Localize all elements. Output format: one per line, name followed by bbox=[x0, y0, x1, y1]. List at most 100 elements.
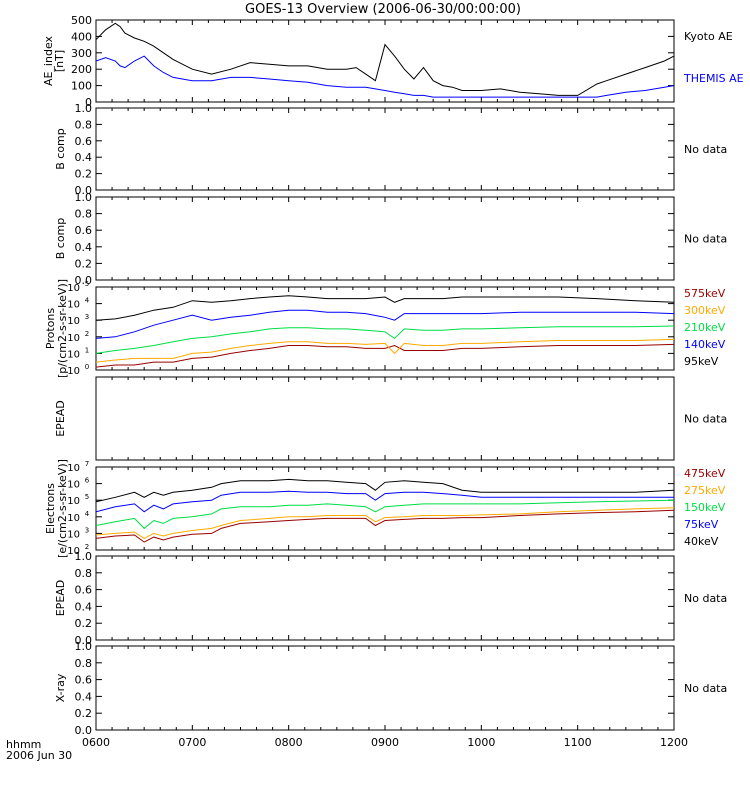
y-tick-exponent: 4 bbox=[85, 297, 90, 305]
series-line-475kev bbox=[96, 509, 674, 543]
y-tick-label: 0.4 bbox=[75, 241, 93, 254]
legend-entry: 40keV bbox=[684, 535, 719, 548]
no-data-label: No data bbox=[684, 233, 727, 246]
panel-bcomp1: 0.0 0.2 0.4 0.6 0.8 1.0 B comp No data bbox=[54, 102, 727, 197]
x-corner-label-hhmm: hhmm bbox=[6, 738, 41, 751]
panel-bcomp2: 0.0 0.2 0.4 0.6 0.8 1.0 B comp No data bbox=[54, 191, 727, 287]
y-axis-label: X-ray bbox=[54, 673, 67, 702]
x-tick-label: 0700 bbox=[178, 736, 206, 749]
y-axis-label: EPEAD bbox=[54, 400, 67, 437]
y-tick-label: 300 bbox=[71, 47, 92, 60]
y-axis-label-units: [e/(cm2-s-sr-keV)] bbox=[56, 459, 69, 558]
y-tick-label: 0.4 bbox=[75, 690, 93, 703]
series-line-300kev bbox=[96, 338, 674, 363]
panel-frame bbox=[95, 376, 675, 461]
series-line-210kev bbox=[96, 325, 674, 354]
legend-entry: 150keV bbox=[684, 501, 726, 514]
y-tick-label: 0.6 bbox=[75, 224, 93, 237]
legend-entry: 275keV bbox=[684, 484, 726, 497]
y-tick-label: 10 bbox=[67, 316, 80, 327]
legend-entry: 75keV bbox=[684, 518, 719, 531]
y-tick-label: 1.0 bbox=[75, 102, 93, 115]
x-tick-label: 1200 bbox=[660, 736, 688, 749]
y-tick-exponent: 5 bbox=[85, 493, 89, 501]
series-line-40kev bbox=[96, 478, 674, 503]
y-tick-label: 0.2 bbox=[75, 707, 93, 720]
y-tick-label: 200 bbox=[71, 63, 92, 76]
y-tick-label: 10 bbox=[67, 366, 80, 377]
y-tick-label: 0.8 bbox=[75, 657, 93, 670]
y-tick-label: 0.2 bbox=[75, 168, 93, 181]
y-tick-label: 10 bbox=[67, 496, 80, 507]
y-tick-label: 0.0 bbox=[75, 634, 93, 647]
figure-title: GOES-13 Overview (2006-06-30/00:00:00) bbox=[245, 2, 521, 17]
series-line-themis-ae bbox=[96, 55, 674, 98]
y-tick-label: 10 bbox=[67, 513, 80, 524]
series-line-275kev bbox=[96, 507, 674, 539]
panel-frame bbox=[95, 466, 675, 551]
y-axis-label-units: [nT] bbox=[53, 50, 66, 72]
panel-xray: 0.0 0.2 0.4 0.6 0.8 1.0 X-ray No data bbox=[54, 640, 727, 737]
legend-entry: Kyoto AE bbox=[684, 30, 733, 43]
y-tick-exponent: 4 bbox=[85, 510, 90, 518]
legend-entry: 140keV bbox=[684, 338, 726, 351]
y-tick-exponent: 3 bbox=[85, 526, 89, 534]
y-tick-exponent: 1 bbox=[85, 346, 89, 354]
series-line-95kev bbox=[96, 295, 674, 321]
x-axis: 0600 0700 0800 0900 1000 1100 1200 bbox=[82, 736, 688, 749]
series-line-140kev bbox=[96, 309, 674, 339]
y-tick-label: 0.8 bbox=[75, 208, 93, 221]
y-tick-label: 1.0 bbox=[75, 191, 93, 204]
panel-frame bbox=[95, 555, 675, 641]
panel-electrons: 10 2 10 3 10 4 10 5 10 6 10 7 Electrons [e/(cm2-s-sr-… bbox=[44, 459, 726, 558]
y-tick-label: 0.0 bbox=[75, 184, 93, 197]
y-tick-label: 400 bbox=[71, 30, 92, 43]
y-tick-exponent: 2 bbox=[85, 330, 89, 338]
legend-entry: 475keV bbox=[684, 467, 726, 480]
y-tick-exponent: 5 bbox=[85, 280, 89, 288]
series-line-575kev bbox=[96, 343, 674, 368]
y-tick-exponent: 7 bbox=[85, 460, 89, 468]
series-line-kyoto-ae bbox=[96, 22, 674, 96]
series-line-75kev bbox=[96, 490, 674, 513]
panel-frame bbox=[95, 286, 675, 371]
legend-entry: 210keV bbox=[684, 321, 726, 334]
panel-frame bbox=[95, 196, 675, 281]
panel-ae: 0 100 200 300 400 500 AE_index[nT] Kyoto AE THEM… bbox=[42, 14, 744, 109]
legend-entry: 95keV bbox=[684, 355, 719, 368]
y-tick-exponent: 2 bbox=[85, 543, 89, 551]
no-data-label: No data bbox=[684, 592, 727, 605]
legend-entry: 575keV bbox=[684, 287, 726, 300]
panel-protons: 10 0 10 1 10 2 10 3 10 4 10 5 Protons [p/(cm2-s-sr-ke… bbox=[44, 279, 726, 378]
y-tick-label: 0.4 bbox=[75, 151, 93, 164]
y-tick-label: 0.8 bbox=[75, 118, 93, 131]
y-tick-label: 100 bbox=[71, 80, 92, 93]
y-tick-label: 10 bbox=[67, 333, 80, 344]
series-line-150kev bbox=[96, 499, 674, 530]
y-tick-label: 0 bbox=[85, 96, 92, 109]
panel-epead_p: EPEAD No data bbox=[54, 376, 727, 461]
x-tick-label: 1100 bbox=[564, 736, 592, 749]
y-axis-label: B comp bbox=[54, 128, 67, 170]
x-tick-label: 0600 bbox=[82, 736, 110, 749]
x-tick-label: 1000 bbox=[467, 736, 495, 749]
x-tick-label: 0800 bbox=[275, 736, 303, 749]
panel-frame bbox=[95, 107, 675, 191]
no-data-label: No data bbox=[684, 682, 727, 695]
no-data-label: No data bbox=[684, 143, 727, 156]
y-axis-label: AE_index bbox=[42, 35, 55, 86]
y-tick-label: 0.6 bbox=[75, 135, 93, 148]
y-tick-exponent: 3 bbox=[85, 313, 89, 321]
y-tick-label: 10 bbox=[67, 546, 80, 557]
y-tick-label: 0.2 bbox=[75, 617, 93, 630]
y-tick-label: 1.0 bbox=[75, 640, 93, 653]
y-axis-label: B comp bbox=[54, 218, 67, 260]
panel-frame bbox=[95, 645, 675, 731]
no-data-label: No data bbox=[684, 413, 727, 426]
y-tick-label: 0.0 bbox=[75, 724, 93, 737]
y-tick-label: 1.0 bbox=[75, 550, 93, 563]
y-tick-label: 0.4 bbox=[75, 600, 93, 613]
y-tick-label: 10 bbox=[67, 529, 80, 540]
